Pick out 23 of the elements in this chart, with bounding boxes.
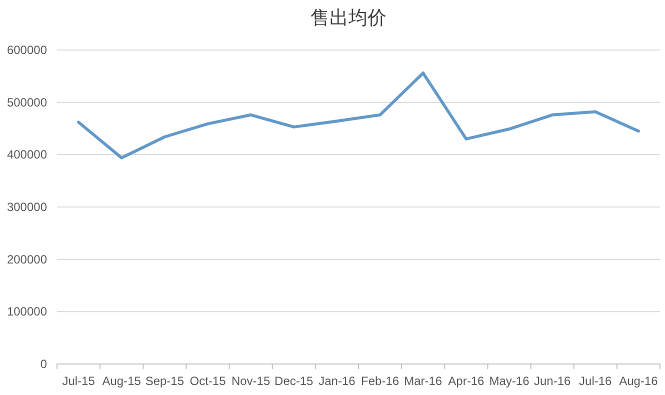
x-tick-label: Sep-15 bbox=[145, 374, 184, 388]
line-series bbox=[77, 72, 640, 160]
x-tick-label: Mar-16 bbox=[404, 374, 442, 388]
x-tick-label: Apr-16 bbox=[448, 374, 485, 388]
y-tick-label: 600000 bbox=[6, 43, 48, 57]
x-tick-label: Aug-16 bbox=[619, 374, 658, 388]
y-tick-label: 0 bbox=[40, 357, 48, 371]
y-tick-label: 100000 bbox=[6, 304, 48, 319]
x-tick-label: May-16 bbox=[489, 374, 530, 388]
x-tick-label: Dec-15 bbox=[274, 374, 314, 388]
x-tick-label: Aug-15 bbox=[102, 374, 142, 388]
x-tick-label: Nov-15 bbox=[231, 374, 270, 388]
x-tick-label: Feb-16 bbox=[361, 374, 400, 388]
x-tick-label: Jul-15 bbox=[62, 374, 96, 388]
x-tick-label: Jul-16 bbox=[579, 374, 612, 388]
y-tick-label: 500000 bbox=[6, 95, 48, 110]
y-tick-label: 300000 bbox=[6, 200, 48, 214]
y-tick-label: 400000 bbox=[6, 148, 48, 162]
x-tick-label: Jan-16 bbox=[318, 374, 356, 388]
y-tick-label: 200000 bbox=[6, 252, 48, 266]
x-tick-label: Jun-16 bbox=[534, 374, 571, 388]
chart-title: 售出均价 bbox=[310, 8, 386, 29]
x-tick-label: Oct-15 bbox=[190, 374, 226, 388]
